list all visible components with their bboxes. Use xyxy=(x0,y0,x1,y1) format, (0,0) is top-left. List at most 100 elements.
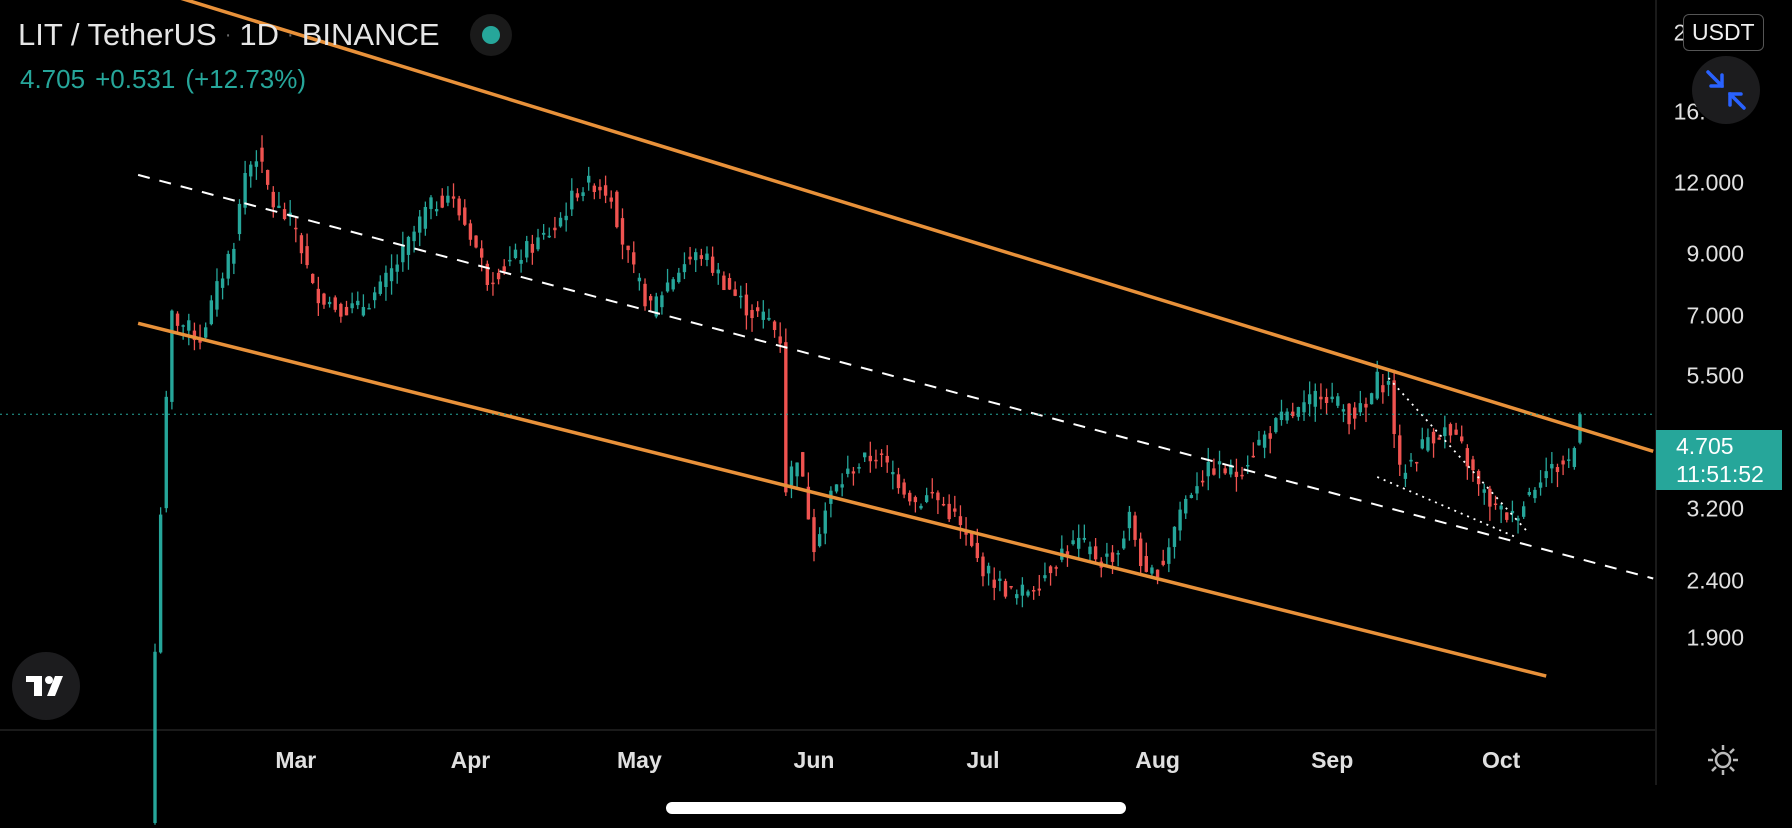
candle-body xyxy=(1026,591,1030,596)
candle-body xyxy=(587,175,591,183)
candle-body xyxy=(620,218,625,245)
candle-body xyxy=(660,295,664,308)
candle-body xyxy=(598,186,602,191)
tradingview-logo-button[interactable] xyxy=(12,652,80,720)
price-tick-label: 9.000 xyxy=(1686,240,1744,267)
candle-body xyxy=(322,293,326,305)
candle-body xyxy=(716,269,720,274)
candle-body xyxy=(474,235,478,248)
candle-body xyxy=(361,307,366,316)
candle-body xyxy=(1533,489,1537,499)
candle-body xyxy=(170,310,174,402)
candle-body xyxy=(446,195,450,203)
candle-body xyxy=(1347,403,1351,425)
candle-body xyxy=(879,453,884,455)
candle-body xyxy=(941,503,946,506)
time-tick-label: May xyxy=(617,747,662,773)
candle-body xyxy=(1381,385,1385,393)
candle-body xyxy=(384,272,388,288)
currency-button[interactable]: USDT xyxy=(1683,14,1764,51)
symbol-legend[interactable]: LIT / TetherUS · 1D · BINANCE xyxy=(18,14,512,56)
settings-button[interactable] xyxy=(1706,743,1740,782)
candle-body xyxy=(1234,471,1239,477)
candle-body xyxy=(1437,437,1441,440)
candle-body xyxy=(857,467,861,469)
candle-body xyxy=(1127,511,1132,529)
candle-body xyxy=(817,534,822,547)
candle-body xyxy=(801,452,805,477)
candle-body xyxy=(908,492,912,502)
candle-body xyxy=(1195,486,1199,494)
candle-body xyxy=(902,482,906,495)
candle-body xyxy=(936,492,940,501)
candle-body xyxy=(282,209,287,220)
candle-body xyxy=(840,484,844,488)
candle-body xyxy=(502,266,506,272)
candle-body xyxy=(896,474,901,489)
candle-body xyxy=(237,203,242,235)
tradingview-logo-icon xyxy=(26,676,63,696)
candle-body xyxy=(564,215,568,221)
candle-body xyxy=(846,468,850,474)
candle-body xyxy=(975,542,980,559)
candle-body xyxy=(1482,489,1486,493)
candle-body xyxy=(536,237,540,250)
channel-upper-line xyxy=(180,0,1654,453)
candle-body xyxy=(395,264,399,272)
candle-body xyxy=(998,578,1002,581)
candle-body xyxy=(553,227,557,231)
candle-body xyxy=(1003,581,1008,597)
collapse-button[interactable] xyxy=(1692,56,1760,124)
candle-body xyxy=(1341,409,1346,412)
candle-body xyxy=(558,217,563,227)
channel-lower-line xyxy=(137,321,1547,678)
candle-body xyxy=(429,197,433,209)
candle-body xyxy=(643,283,647,307)
candle-body xyxy=(823,510,827,534)
candle-body xyxy=(1093,546,1098,560)
interval-label: 1D xyxy=(239,17,280,52)
candle-body xyxy=(513,249,518,258)
candle-body xyxy=(1460,436,1464,442)
candle-body xyxy=(350,303,354,309)
candle-body xyxy=(367,307,371,310)
time-tick-label: Aug xyxy=(1135,747,1180,773)
candle-body xyxy=(406,236,411,255)
candle-body xyxy=(372,292,377,301)
candle-body xyxy=(1521,506,1526,517)
candle-body xyxy=(710,256,715,273)
candle-body xyxy=(158,514,163,653)
candle-body xyxy=(1414,461,1419,464)
exchange-label: BINANCE xyxy=(301,17,440,52)
candle-body xyxy=(1307,394,1312,405)
candle-body xyxy=(1037,588,1041,591)
candle-body xyxy=(1274,418,1278,433)
candle-body xyxy=(947,503,951,520)
candle-body xyxy=(1167,547,1171,564)
candle-body xyxy=(615,191,619,228)
candle-body xyxy=(648,296,653,301)
candle-body xyxy=(789,466,794,486)
candle-body xyxy=(699,255,704,259)
price-tick-label: 3.200 xyxy=(1686,495,1744,522)
candle-body xyxy=(1443,427,1447,437)
candle-body xyxy=(1116,553,1120,555)
symbol-name: LIT / TetherUS xyxy=(18,17,217,52)
candle-body xyxy=(1296,407,1301,417)
home-indicator[interactable] xyxy=(666,802,1126,814)
candle-body xyxy=(806,486,811,520)
candle-body xyxy=(1572,448,1577,467)
candle-body xyxy=(1302,402,1306,413)
candle-body xyxy=(953,508,957,512)
candle-body xyxy=(1567,459,1571,461)
candle-body xyxy=(249,164,253,177)
candle-body xyxy=(434,209,439,212)
candle-body xyxy=(1510,510,1515,514)
candle-body xyxy=(1330,396,1334,400)
candle-body xyxy=(457,198,461,216)
candle-body xyxy=(1082,537,1087,540)
candle-body xyxy=(1403,472,1408,479)
settings-gear-icon xyxy=(1708,745,1738,775)
candle-body xyxy=(508,259,512,262)
